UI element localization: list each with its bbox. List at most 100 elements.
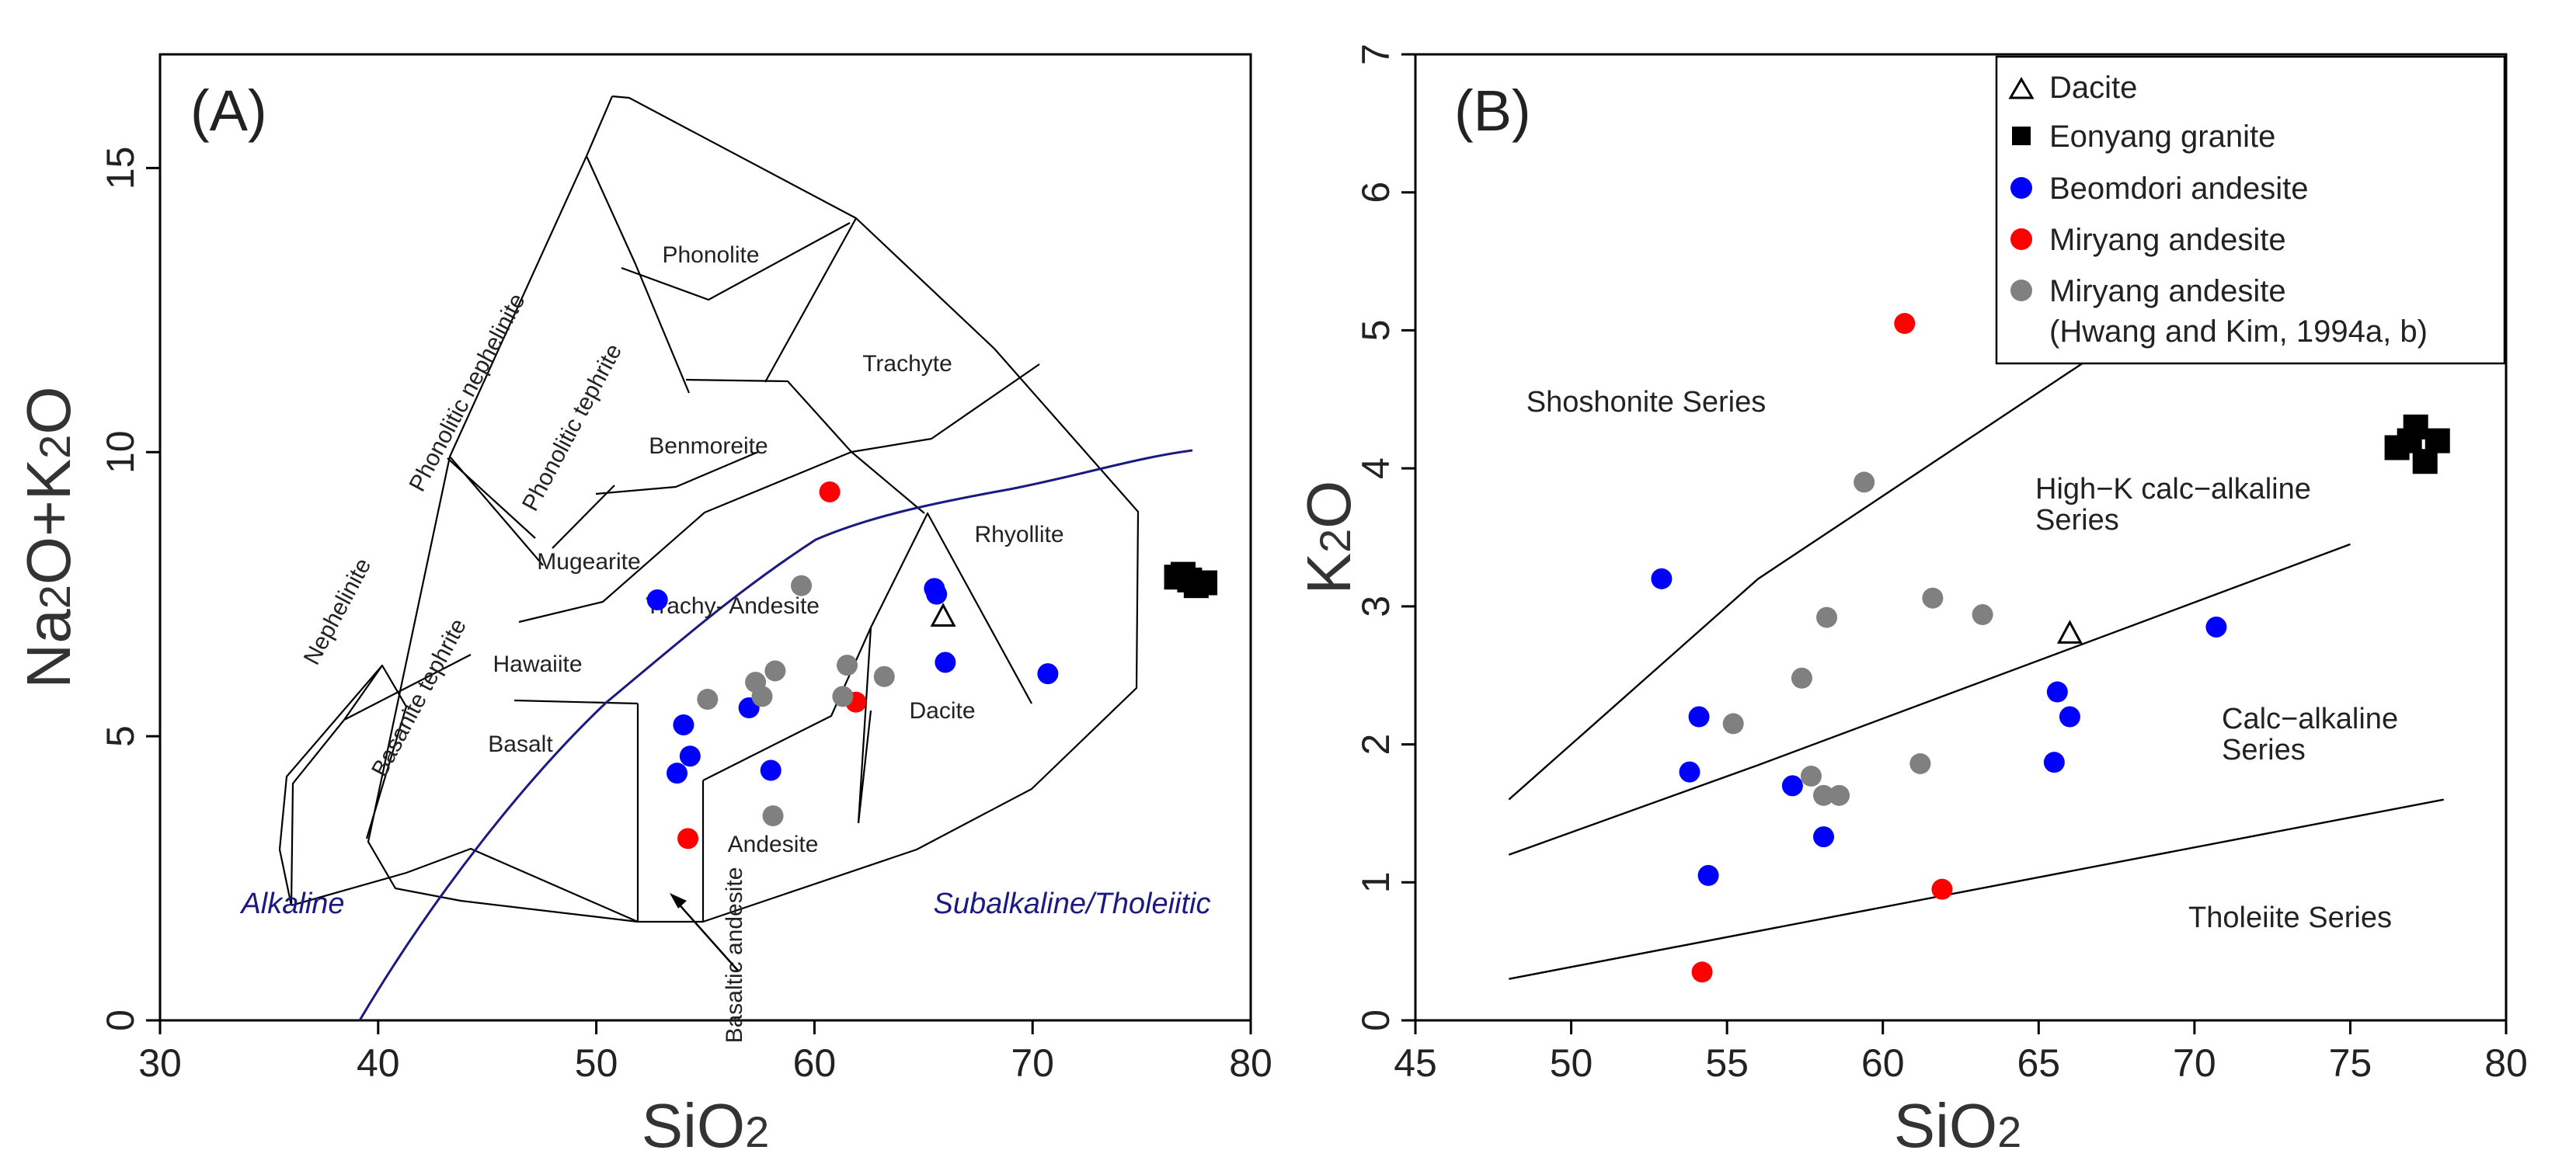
data-point-miryang-andesite-hwang-and-kim-1994a-b [751,686,773,707]
panel-a-field-labels: Phonolite Phonolitic nephelinite Phonoli… [299,242,1064,1043]
panel-b-x-axis-title: SiO2 [1894,1091,2022,1160]
x-tick-label: 55 [1705,1041,1749,1085]
field-label-dacite: Dacite [909,698,975,724]
legend-beomdori-marker [2010,177,2032,199]
data-point-dacite [2056,620,2083,644]
field-label-trachyte: Trachyte [862,351,952,377]
data-point-miryang-andesite-hwang-and-kim-1994a-b [837,655,858,676]
data-point-miryang-andesite-hwang-and-kim-1994a-b [762,805,784,827]
data-point-miryang-andesite-hwang-and-kim-1994a-b [1800,765,1822,787]
data-point-beomdori-andesite [1697,864,1719,886]
x-tick-label: 80 [1229,1041,1272,1085]
panel-a-x-axis-title: SiO2 [642,1091,770,1160]
legend-eonyang-marker [2012,127,2031,145]
legend-miryang-marker [2010,228,2032,250]
y-tick-label: 0 [99,1009,142,1031]
field-label-phonolitic-nephelinite: Phonolitic nephelinite [404,290,530,496]
x-tick-label: 50 [1550,1041,1593,1085]
data-point-beomdori-andesite [2043,752,2065,773]
data-point-beomdori-andesite [760,759,782,781]
y-tick-label: 0 [1354,1009,1398,1031]
x-tick-label: 60 [1861,1041,1905,1085]
y-tick-label: 5 [1354,320,1398,342]
data-point-beomdori-andesite [646,589,668,610]
data-point-dacite [930,603,956,627]
panel-b-data-points [1651,313,2450,983]
data-point-miryang-andesite-hwang-and-kim-1994a-b [1829,784,1850,806]
region-label-calc-alkaline-line1: Calc−alkaline [2222,703,2398,735]
data-point-beomdori-andesite [666,763,688,784]
boundary-label-subalkaline: Subalkaline/Tholeiitic [934,888,1211,920]
data-point-beomdori-andesite [1037,663,1059,685]
field-label-hawaiite: Hawaiite [493,652,582,677]
x-tick-label: 70 [2173,1041,2216,1085]
data-point-beomdori-andesite [2059,706,2080,728]
data-point-miryang-andesite-hwang-and-kim-1994a-b [1812,784,1834,806]
y-tick-label: 3 [1354,596,1398,617]
data-point-miryang-andesite [677,828,699,850]
data-point-miryang-andesite [1894,313,1916,335]
data-point-beomdori-andesite [926,583,948,605]
legend-beomdori-label: Beomdori andesite [2049,172,2309,206]
data-point-beomdori-andesite [1781,775,1803,797]
y-tick-label: 15 [99,147,142,190]
field-label-phonolite: Phonolite [662,242,759,268]
data-point-miryang-andesite-hwang-and-kim-1994a-b [832,686,854,707]
data-point-miryang-andesite-hwang-and-kim-1994a-b [1972,604,1993,626]
x-tick-label: 70 [1011,1041,1054,1085]
data-point-beomdori-andesite [1688,706,1710,728]
data-point-eonyang-granite [1192,570,1218,596]
x-tick-label: 65 [2017,1041,2060,1085]
region-label-calc-alkaline-line2: Series [2222,734,2306,766]
y-tick-label: 7 [1354,43,1398,65]
panel-b-legend: Dacite Eonyang granite Beomdori andesite… [1995,55,2506,365]
data-point-miryang-andesite [1931,878,1953,900]
legend-miryang-hwang-line2: (Hwang and Kim, 1994a, b) [2049,314,2428,349]
legend-miryang-label: Miryang andesite [2049,223,2286,257]
data-point-miryang-andesite-hwang-and-kim-1994a-b [1922,587,1944,609]
data-point-miryang-andesite-hwang-and-kim-1994a-b [764,660,786,682]
panel-a-data-points [646,481,1218,850]
legend-dacite-label: Dacite [2049,71,2137,105]
panel-b-frame [1414,53,2508,1022]
series-division-line-3 [1509,798,2444,980]
field-label-andesite: Andesite [728,832,819,857]
data-point-eonyang-granite [1170,561,1196,587]
y-tick-label: 1 [1354,871,1398,893]
data-point-beomdori-andesite [2046,681,2068,703]
y-tick-label: 4 [1354,457,1398,479]
legend-dacite-marker [2008,77,2035,99]
x-tick-label: 60 [793,1041,837,1085]
x-tick-label: 45 [1394,1041,1437,1085]
y-tick-label: 2 [1354,734,1398,756]
field-label-basalt: Basalt [488,731,553,757]
data-point-miryang-andesite [819,481,841,502]
data-point-miryang-andesite-hwang-and-kim-1994a-b [1816,606,1838,628]
region-label-tholeiite: Tholeiite Series [2188,902,2392,934]
data-point-beomdori-andesite [679,745,701,767]
data-point-beomdori-andesite [935,652,956,673]
x-tick-label: 80 [2484,1041,2528,1085]
data-point-miryang-andesite [1691,961,1713,983]
data-point-beomdori-andesite [673,714,694,735]
panel-a-ticks: 30 40 50 60 70 80 0 5 10 15 [99,147,1272,1085]
region-label-shoshonite: Shoshonite Series [1526,386,1766,419]
data-point-eonyang-granite [2397,428,2422,453]
panel-a-tas-diagram: 30 40 50 60 70 80 0 5 10 15 [14,53,1272,1160]
series-division-line-2 [1508,543,2351,856]
field-label-basaltic-andesite: Basaltic andesite [722,867,747,1044]
basaltic-andesite-arrow [670,893,739,971]
field-label-trachy-andesite: Trachy- Andesite [646,593,820,619]
field-label-mugearite: Mugearite [537,549,640,575]
x-tick-label: 75 [2329,1041,2372,1085]
data-point-miryang-andesite-hwang-and-kim-1994a-b [873,665,895,687]
panel-a-frame [158,53,1252,1022]
legend-box [1995,55,2506,365]
panel-a-field-boundaries [278,95,1140,923]
panel-b-series-lines [1508,329,2444,980]
legend-miryang-hwang-line1: Miryang andesite [2049,274,2286,308]
data-point-miryang-andesite-hwang-and-kim-1994a-b [1909,752,1931,774]
